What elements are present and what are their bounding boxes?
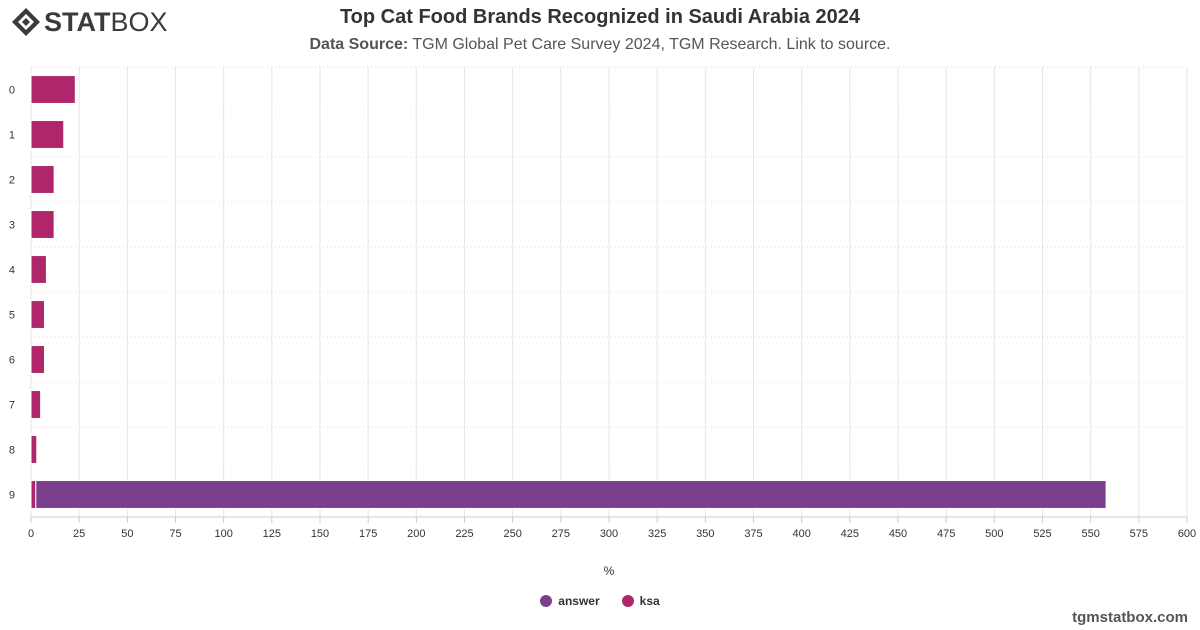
x-tick-label: 50: [121, 528, 133, 540]
bar-ksa[interactable]: [30, 120, 65, 149]
bar-answer[interactable]: [35, 480, 1107, 509]
x-tick-label: 225: [455, 528, 473, 540]
legend-item-answer[interactable]: answer: [540, 594, 600, 608]
legend-label-answer: answer: [558, 594, 600, 608]
x-tick-label: 25: [73, 528, 85, 540]
x-tick-label: 75: [169, 528, 181, 540]
y-tick-label: 8: [9, 445, 15, 457]
y-tick-label: 6: [9, 355, 15, 367]
bar-ksa[interactable]: [30, 345, 45, 374]
bar-ksa[interactable]: [30, 480, 37, 509]
x-tick-label: 400: [792, 528, 810, 540]
bar-ksa[interactable]: [30, 165, 55, 194]
x-tick-label: 375: [744, 528, 762, 540]
x-tick-label: 450: [889, 528, 907, 540]
x-tick-label: 125: [263, 528, 281, 540]
y-tick-label: 5: [9, 310, 15, 322]
x-tick-label: 200: [407, 528, 425, 540]
x-tick-label: 350: [696, 528, 714, 540]
x-axis-title: %: [604, 564, 615, 578]
bar-ksa[interactable]: [30, 390, 42, 419]
x-tick-label: 150: [311, 528, 329, 540]
bar-ksa[interactable]: [30, 300, 45, 329]
statbox-logo[interactable]: STATBOX: [10, 6, 168, 38]
x-tick-label: 0: [28, 528, 34, 540]
y-tick-label: 4: [9, 265, 15, 277]
chart-legend: answer ksa: [0, 594, 1200, 608]
x-tick-label: 575: [1130, 528, 1148, 540]
x-tick-label: 525: [1033, 528, 1051, 540]
x-tick-label: 500: [985, 528, 1003, 540]
legend-label-ksa: ksa: [639, 594, 660, 608]
chart-subtitle: Data Source: TGM Global Pet Care Survey …: [0, 36, 1200, 54]
y-tick-label: 0: [9, 85, 15, 97]
bar-ksa[interactable]: [30, 210, 55, 239]
y-tick-label: 1: [9, 130, 15, 142]
y-tick-label: 2: [9, 175, 15, 187]
x-tick-label: 100: [214, 528, 232, 540]
statbox-diamond-icon: [12, 8, 40, 36]
x-tick-label: 325: [648, 528, 666, 540]
x-tick-label: 275: [552, 528, 570, 540]
footer-site[interactable]: tgmstatbox.com: [1072, 609, 1188, 626]
x-tick-label: 250: [503, 528, 521, 540]
legend-item-ksa[interactable]: ksa: [621, 594, 660, 608]
bar-ksa[interactable]: [30, 75, 76, 104]
y-tick-label: 3: [9, 220, 15, 232]
x-tick-label: 550: [1081, 528, 1099, 540]
source-link[interactable]: TGM Global Pet Care Survey 2024, TGM Res…: [412, 36, 891, 53]
chart-title: Top Cat Food Brands Recognized in Saudi …: [339, 6, 861, 28]
logo-text: STATBOX: [44, 6, 168, 37]
bar-ksa[interactable]: [30, 435, 38, 464]
bar-ksa[interactable]: [30, 255, 47, 284]
legend-dot-answer: [540, 595, 553, 607]
y-tick-label: 9: [9, 490, 15, 502]
x-tick-label: 600: [1178, 528, 1196, 540]
x-tick-label: 175: [359, 528, 377, 540]
x-tick-label: 475: [937, 528, 955, 540]
y-tick-label: 7: [9, 400, 15, 412]
legend-dot-ksa: [621, 595, 634, 607]
x-tick-label: 300: [600, 528, 618, 540]
source-label: Data Source:: [309, 36, 409, 53]
x-tick-label: 425: [841, 528, 859, 540]
